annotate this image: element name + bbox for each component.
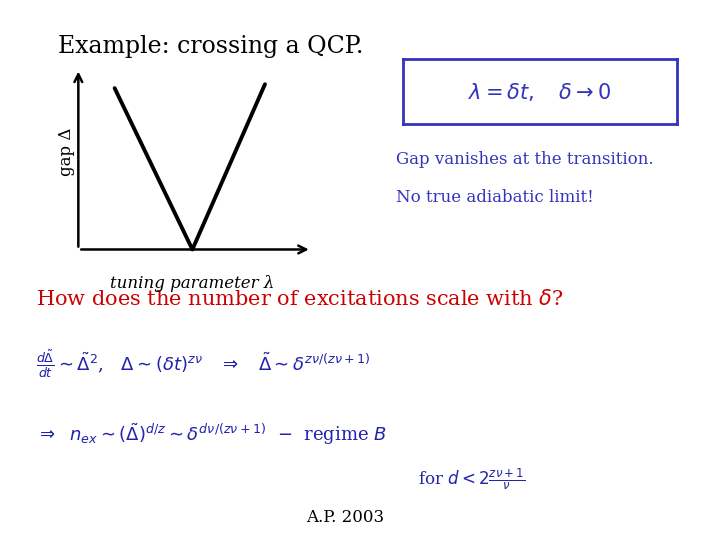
Text: for $d < 2\frac{z\nu+1}{\nu}$: for $d < 2\frac{z\nu+1}{\nu}$ [418, 467, 525, 492]
Text: No true adiabatic limit!: No true adiabatic limit! [396, 189, 594, 206]
Text: gap Δ: gap Δ [58, 128, 75, 177]
Text: Example: crossing a QCP.: Example: crossing a QCP. [58, 35, 363, 58]
Text: $\lambda= \delta t,\quad \delta \rightarrow 0$: $\lambda= \delta t,\quad \delta \rightar… [469, 81, 611, 103]
Text: A.P. 2003: A.P. 2003 [307, 510, 384, 526]
Text: $\frac{d\tilde{\Delta}}{dt} \sim \tilde{\Delta}^{2}$,   $\Delta \sim (\delta t)^: $\frac{d\tilde{\Delta}}{dt} \sim \tilde{… [36, 348, 371, 381]
Text: $\Rightarrow$  $n_{ex} \sim (\tilde{\Delta})^{d/z} \sim \delta^{d\nu/(z\nu+1)}$ : $\Rightarrow$ $n_{ex} \sim (\tilde{\Delt… [36, 421, 387, 447]
Text: How does the number of excitations scale with $\delta$?: How does the number of excitations scale… [36, 289, 564, 309]
Text: Gap vanishes at the transition.: Gap vanishes at the transition. [396, 151, 654, 168]
Text: tuning parameter λ: tuning parameter λ [110, 275, 274, 292]
